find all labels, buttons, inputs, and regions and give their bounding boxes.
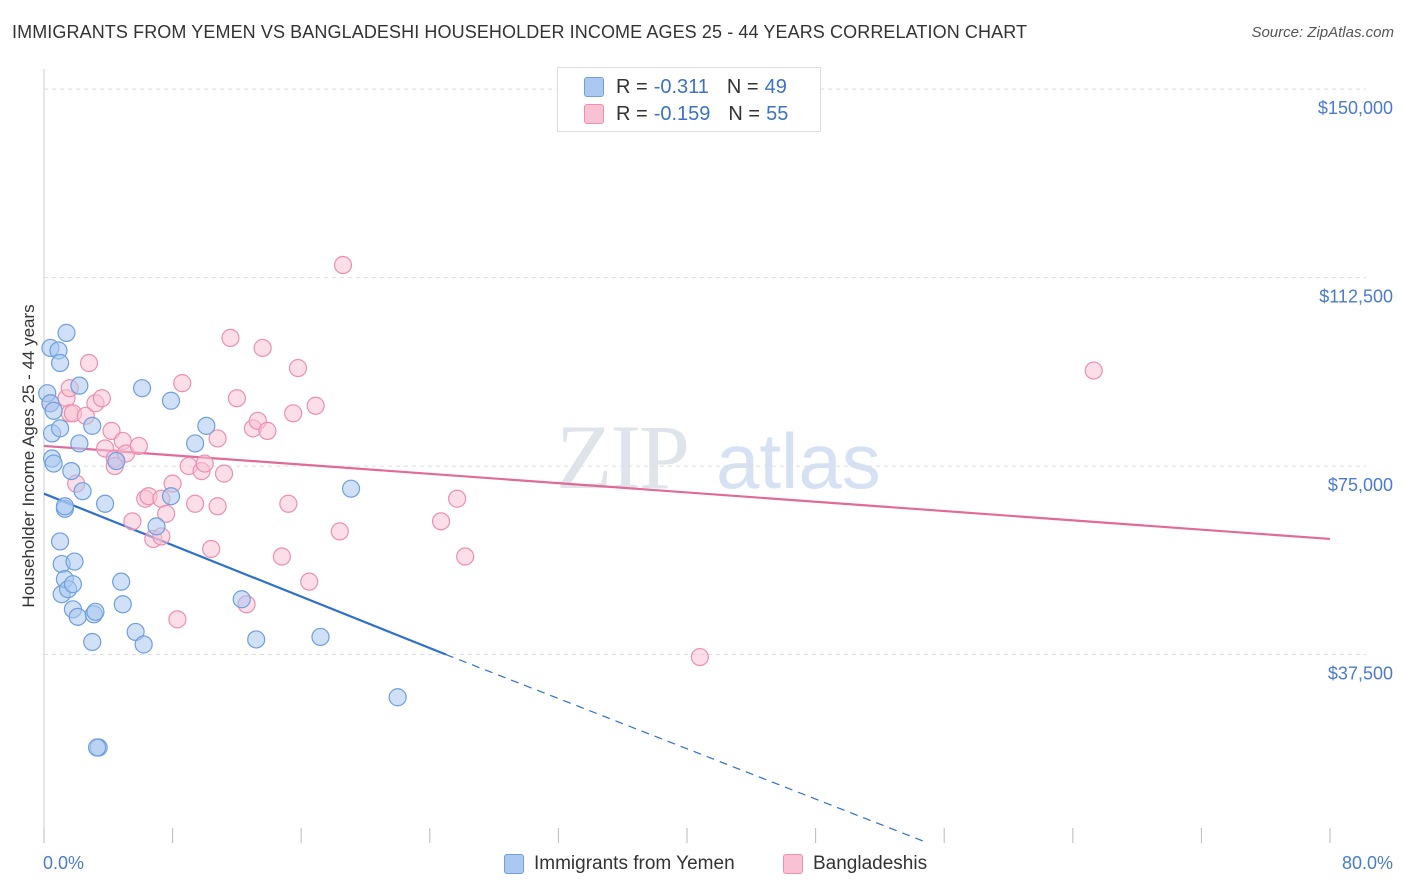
data-point-yemen <box>50 419 70 438</box>
series-label-bangla: Bangladeshis <box>813 853 928 874</box>
data-point-yemen <box>247 630 266 649</box>
data-point-yemen <box>132 379 152 398</box>
data-point-bangladeshis <box>253 338 272 358</box>
data-point-yemen <box>311 627 330 647</box>
y-tick-label: $150,000 <box>1318 98 1393 118</box>
x-tick-label-min: 0.0% <box>43 853 84 873</box>
watermark: ZIP atlas <box>556 406 881 508</box>
data-point-yemen <box>57 323 76 342</box>
trendline-yemen <box>43 492 447 656</box>
data-point-yemen <box>232 590 251 609</box>
data-point-bangladeshis <box>330 522 349 541</box>
data-point-yemen <box>388 688 407 707</box>
data-point-bangladeshis <box>208 497 227 516</box>
data-point-bangladeshis <box>690 647 709 667</box>
data-point-bangladeshis <box>288 358 308 378</box>
data-point-yemen <box>341 479 361 498</box>
legend-n-label: N = <box>728 102 761 125</box>
data-point-yemen <box>113 595 132 614</box>
data-point-bangladeshis <box>333 255 353 275</box>
data-point-bangladeshis <box>221 328 240 348</box>
chart-title: IMMIGRANTS FROM YEMEN VS BANGLADESHI HOU… <box>12 22 1028 42</box>
y-tick-label: $75,000 <box>1328 475 1393 495</box>
series-swatch-bangla <box>783 854 803 874</box>
data-point-yemen <box>55 497 74 516</box>
series-legend-yemen: Immigrants from Yemen <box>504 851 735 877</box>
data-point-bangladeshis <box>168 610 187 629</box>
data-point-bangladeshis <box>129 436 148 456</box>
data-point-yemen <box>161 391 181 410</box>
source-credit: Source: ZipAtlas.com <box>1251 24 1394 41</box>
data-point-bangladeshis <box>202 539 221 559</box>
data-point-yemen <box>65 552 84 571</box>
data-point-yemen <box>73 482 92 501</box>
watermark-atlas: atlas <box>716 417 881 505</box>
data-point-bangladeshis <box>300 572 319 591</box>
x-tick-label-max: 80.0% <box>1342 853 1393 873</box>
trendline-bangladeshis <box>43 444 1331 541</box>
data-point-bangladeshis <box>195 454 214 473</box>
data-point-yemen <box>83 632 102 652</box>
legend-row-bangla: R = -0.159 N = 55 <box>584 101 806 127</box>
data-point-bangladeshis <box>448 489 467 508</box>
data-point-bangladeshis <box>456 547 475 566</box>
legend-swatch-yemen <box>584 77 604 97</box>
data-point-yemen <box>86 602 105 621</box>
data-point-yemen <box>186 434 205 453</box>
legend-n-label: N = <box>726 75 759 98</box>
data-point-yemen <box>87 738 107 757</box>
data-point-yemen <box>50 353 70 373</box>
data-point-yemen <box>161 487 181 506</box>
legend-r-value: -0.159 <box>653 102 711 125</box>
data-point-yemen <box>197 416 216 435</box>
data-point-yemen <box>63 575 83 594</box>
series-legend-bangla: Bangladeshis <box>783 851 927 877</box>
data-point-bangladeshis <box>79 353 99 373</box>
legend-r-value: -0.311 <box>653 75 709 98</box>
data-point-bangladeshis <box>186 494 205 513</box>
data-point-bangladeshis <box>279 494 298 513</box>
correlation-legend: R = -0.311 N = 49 R = -0.159 N = 55 <box>557 67 821 132</box>
series-label-yemen: Immigrants from Yemen <box>534 853 735 874</box>
data-point-bangladeshis <box>123 512 142 531</box>
y-tick-label: $37,500 <box>1328 664 1393 684</box>
legend-n-value: 49 <box>764 75 787 98</box>
data-point-bangladeshis <box>272 547 292 566</box>
data-point-yemen <box>147 517 166 536</box>
data-point-yemen <box>44 401 63 420</box>
data-point-yemen <box>83 416 102 435</box>
data-point-bangladeshis <box>227 389 246 408</box>
data-point-yemen <box>68 607 87 626</box>
legend-row-yemen: R = -0.311 N = 49 <box>584 74 805 100</box>
data-point-bangladeshis <box>258 421 277 440</box>
y-axis-label: Householder Income Ages 25 - 44 years <box>19 304 38 607</box>
data-point-yemen <box>134 635 153 654</box>
data-point-yemen <box>50 532 70 551</box>
series-swatch-yemen <box>504 854 524 874</box>
data-point-yemen <box>62 461 81 481</box>
data-point-bangladeshis <box>284 404 303 423</box>
legend-r-label: R = <box>616 102 648 125</box>
data-point-bangladeshis <box>92 389 111 408</box>
data-point-bangladeshis <box>208 429 227 448</box>
data-point-yemen <box>107 451 126 471</box>
data-point-yemen <box>70 434 89 453</box>
data-point-bangladeshis <box>214 464 234 483</box>
data-point-bangladeshis <box>306 396 325 415</box>
data-point-bangladeshis <box>173 374 192 393</box>
data-point-yemen <box>112 572 131 591</box>
data-point-yemen <box>44 454 63 473</box>
data-point-yemen <box>95 494 115 513</box>
data-point-bangladeshis <box>157 504 176 523</box>
data-point-bangladeshis <box>431 512 451 531</box>
data-point-bangladeshis <box>1084 361 1103 380</box>
y-tick-label: $112,500 <box>1319 287 1393 307</box>
data-point-yemen <box>70 376 89 395</box>
legend-r-label: R = <box>616 75 648 98</box>
watermark-zip: ZIP <box>556 406 688 508</box>
legend-n-value: 55 <box>766 102 789 125</box>
trendline-yemen-extrapolated <box>445 653 929 844</box>
legend-swatch-bangla <box>584 104 604 124</box>
